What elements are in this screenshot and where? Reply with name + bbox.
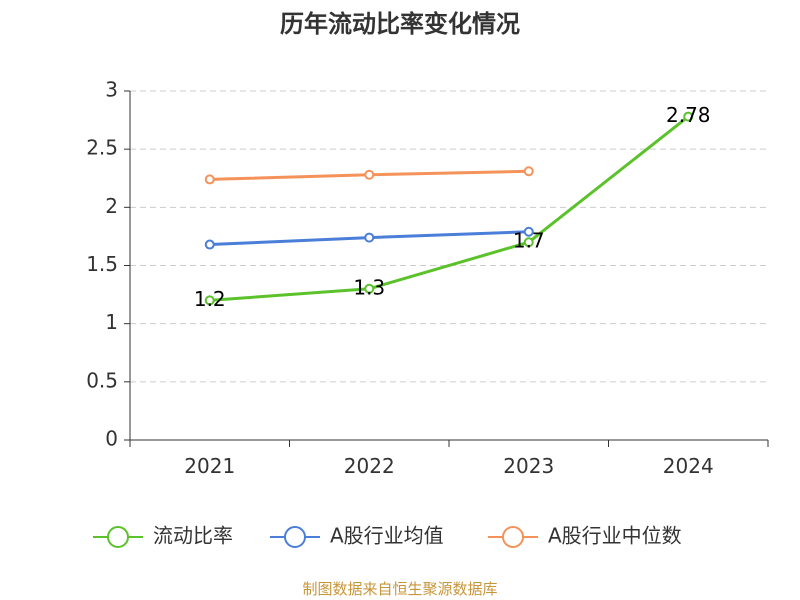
y-tick-label: 1	[105, 310, 118, 334]
legend-item[interactable]: A股行业均值	[270, 524, 444, 548]
data-labels: 1.2 1.3 1.7 2.78	[194, 103, 711, 311]
y-tick-label: 2	[105, 194, 118, 218]
y-tick-label: 3	[105, 78, 118, 102]
data-point[interactable]	[523, 166, 534, 177]
y-tick-label: 0.5	[86, 368, 118, 392]
x-tick-label: 2021	[184, 454, 235, 478]
legend[interactable]: 流动比率 A股行业均值 A股行业中位数	[93, 524, 682, 548]
x-tick-label: 2024	[663, 454, 714, 478]
x-tick-label: 2022	[344, 454, 395, 478]
data-point[interactable]	[364, 283, 375, 294]
axes: 0 0.5 1 1.5 2 2.5 3 2021 2022 2023 2024	[86, 78, 769, 478]
data-label: 1.2	[194, 287, 226, 311]
data-label: 1.7	[513, 229, 545, 253]
legend-label: A股行业中位数	[548, 524, 682, 548]
legend-circle-icon	[284, 526, 306, 548]
y-tick-label: 1.5	[86, 252, 118, 276]
legend-item[interactable]: A股行业中位数	[488, 524, 682, 548]
data-label: 2.78	[666, 103, 711, 127]
series-line[interactable]	[209, 115, 690, 302]
chart-title: 历年流动比率变化情况	[280, 10, 520, 38]
data-point[interactable]	[364, 232, 375, 243]
data-point[interactable]	[523, 226, 534, 237]
legend-circle-icon	[502, 526, 524, 548]
data-point[interactable]	[683, 111, 694, 122]
data-point[interactable]	[204, 295, 215, 306]
legend-label: A股行业均值	[330, 524, 444, 548]
data-point[interactable]	[364, 169, 375, 180]
x-tick-label: 2023	[503, 454, 554, 478]
legend-item[interactable]: 流动比率	[93, 524, 233, 548]
source-note: 制图数据来自恒生聚源数据库	[302, 580, 498, 598]
grid-lines	[130, 90, 768, 383]
y-tick-label: 2.5	[86, 136, 118, 160]
data-label: 1.3	[353, 275, 385, 299]
legend-label: 流动比率	[153, 524, 233, 548]
legend-circle-icon	[107, 526, 129, 548]
data-point[interactable]	[204, 174, 215, 185]
y-tick-label: 0	[105, 427, 118, 451]
series-lines	[204, 111, 694, 306]
data-point[interactable]	[523, 237, 534, 248]
data-point[interactable]	[204, 239, 215, 250]
